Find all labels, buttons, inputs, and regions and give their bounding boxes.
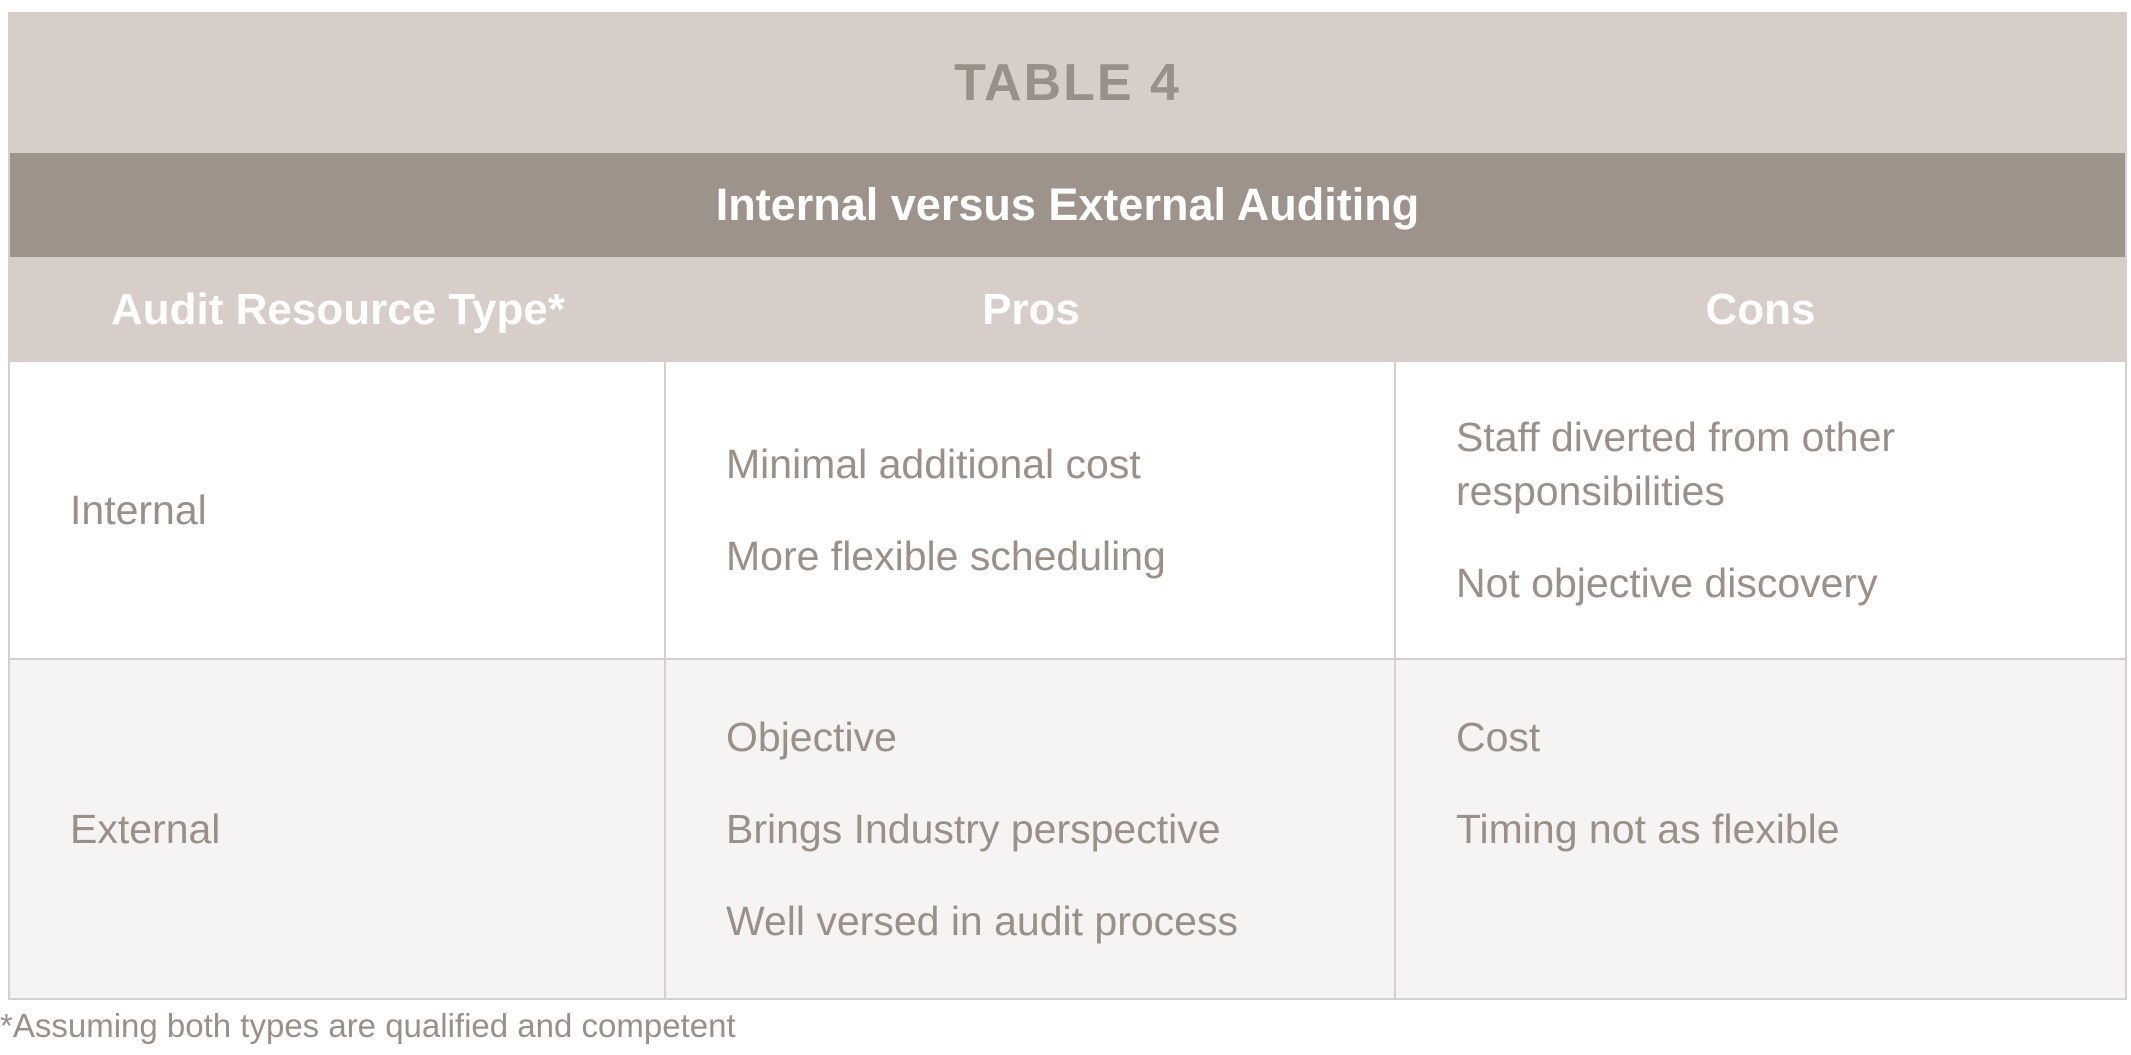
- table-title: TABLE 4: [10, 12, 2125, 153]
- table-header-row: Audit Resource Type* Pros Cons: [10, 257, 2125, 362]
- resource-type-label: External: [70, 806, 221, 852]
- cell-pros: Minimal additional cost More flexible sc…: [666, 362, 1396, 658]
- pro-item: Objective: [726, 714, 897, 760]
- pro-item: Well versed in audit process: [726, 898, 1238, 944]
- cell-cons: Cost Timing not as flexible: [1396, 660, 2125, 998]
- pro-item: More flexible scheduling: [726, 533, 1166, 579]
- table-footnote: *Assuming both types are qualified and c…: [0, 1007, 736, 1044]
- table-row: Internal Minimal additional cost More fl…: [10, 362, 2125, 660]
- pro-item: Minimal additional cost: [726, 441, 1141, 487]
- con-item: Not objective discovery: [1456, 560, 1878, 606]
- con-item-spacer: [1456, 894, 2125, 948]
- table-row: External Objective Brings Industry persp…: [10, 660, 2125, 1000]
- header-pros: Pros: [982, 284, 1080, 334]
- table-subtitle: Internal versus External Auditing: [10, 153, 2125, 257]
- cell-cons: Staff diverted from other responsibiliti…: [1396, 362, 2125, 658]
- con-item: Timing not as flexible: [1456, 806, 1840, 852]
- header-audit-resource-type: Audit Resource Type*: [111, 284, 565, 334]
- con-item: Staff diverted from other responsibiliti…: [1456, 414, 1896, 514]
- header-cons: Cons: [1705, 284, 1816, 334]
- audit-table: TABLE 4 Internal versus External Auditin…: [8, 12, 2127, 1000]
- resource-type-label: Internal: [70, 487, 207, 533]
- cell-resource-type: External: [10, 660, 666, 998]
- cell-pros: Objective Brings Industry perspective We…: [666, 660, 1396, 998]
- pro-item: Brings Industry perspective: [726, 806, 1221, 852]
- cell-resource-type: Internal: [10, 362, 666, 658]
- con-item: Cost: [1456, 714, 1541, 760]
